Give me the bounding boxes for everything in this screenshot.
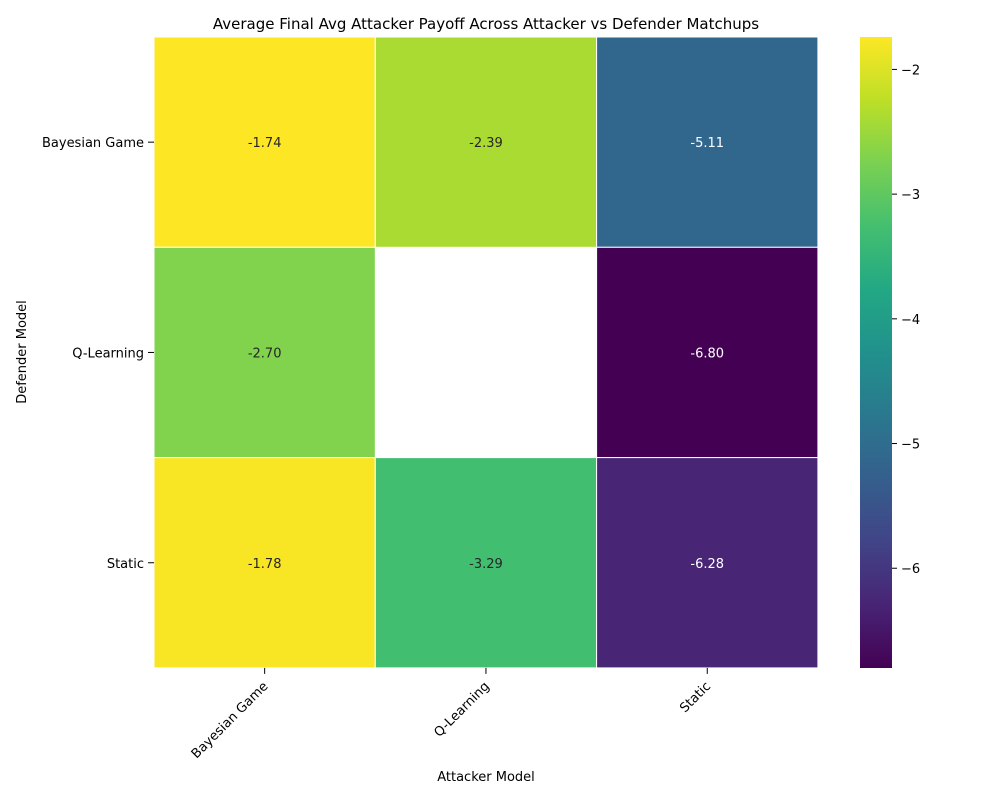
- cell-value-label: -6.28: [690, 557, 724, 572]
- cell-value-label: -1.74: [248, 136, 282, 151]
- heatmap-cell: [596, 36, 819, 248]
- colorbar-tick-label: −5: [901, 438, 920, 453]
- colorbar-tick-label: −2: [901, 63, 920, 78]
- colorbar-tick-label: −6: [901, 562, 920, 577]
- heatmap-cell: [374, 457, 598, 669]
- cell-value-label: -6.80: [690, 346, 724, 361]
- heatmap-cell: [596, 246, 819, 459]
- y-axis: Bayesian Game Q-Learning Static: [42, 136, 154, 572]
- y-tick-label: Bayesian Game: [42, 136, 144, 151]
- cell-value-label: -2.70: [248, 346, 282, 361]
- heatmap-cell: [153, 246, 376, 459]
- y-tick-label: Static: [107, 557, 144, 572]
- colorbar: −2 −3 −4 −5 −6: [860, 37, 920, 668]
- heatmap-cell: [596, 457, 819, 669]
- x-axis-label: Attacker Model: [437, 770, 535, 785]
- heatmap-cells: -1.74 -2.39 -5.11 -2.70 -6.80 -1.78 -3.29 -6.28: [153, 36, 819, 669]
- cell-value-label: -1.78: [248, 557, 282, 572]
- x-axis: Bayesian Game Q-Learning Static: [189, 667, 714, 762]
- chart-title: Average Final Avg Attacker Payoff Across…: [213, 15, 759, 33]
- heatmap-cell: [153, 457, 376, 669]
- colorbar-gradient: [860, 37, 892, 668]
- cell-value-label: -5.11: [690, 136, 724, 151]
- colorbar-tick-label: −3: [901, 188, 920, 203]
- cell-value-label: -2.39: [469, 136, 503, 151]
- heatmap-cell: [153, 36, 376, 248]
- x-tick-label: Bayesian Game: [189, 679, 272, 762]
- colorbar-tick-label: −4: [901, 313, 920, 328]
- x-tick-label: Static: [677, 679, 714, 716]
- y-tick-label: Q-Learning: [72, 346, 144, 361]
- heatmap-cell: [374, 36, 598, 248]
- x-tick-label: Q-Learning: [431, 679, 492, 740]
- cell-value-label: -3.29: [469, 557, 503, 572]
- y-axis-label: Defender Model: [15, 300, 30, 404]
